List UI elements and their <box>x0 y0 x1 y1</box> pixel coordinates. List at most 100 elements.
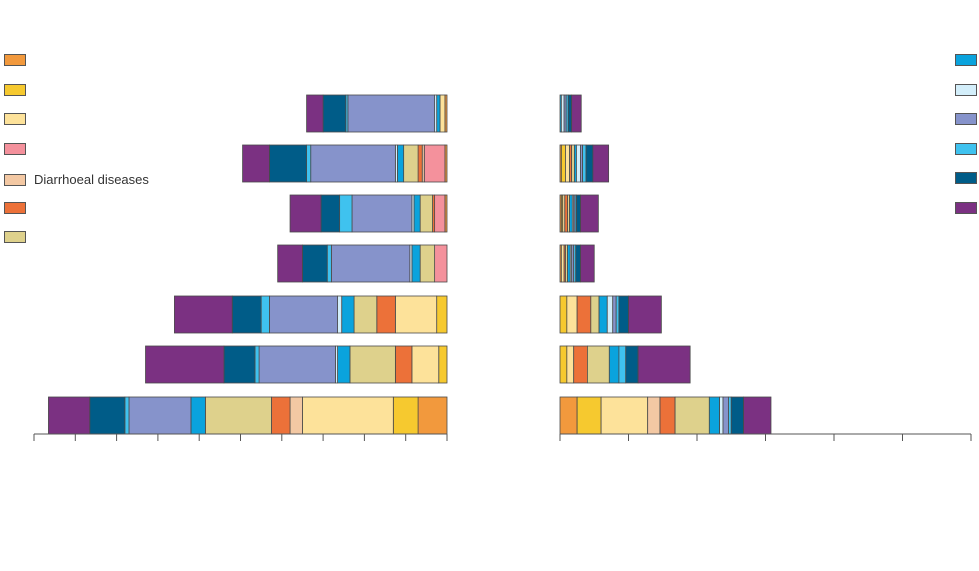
right-bar-2-segment-9 <box>576 194 581 233</box>
right-bar-5-segment-0 <box>559 345 568 384</box>
right-bar-1-segment-2 <box>565 144 570 183</box>
legend-right-swatch-2 <box>955 113 977 125</box>
legend-right-swatch-0 <box>955 54 977 66</box>
left-bar-3-segment-5 <box>326 244 332 283</box>
left-bar-1-segment-1 <box>423 144 446 183</box>
right-bar-6-segment-8 <box>722 396 729 435</box>
right-bar-0-segment-5 <box>571 94 582 133</box>
right-bar-6-segment-5 <box>674 396 710 435</box>
legend-right-item-0 <box>947 54 977 66</box>
right-bar-5-segment-7 <box>637 345 691 384</box>
left-bar-3-segment-1 <box>419 244 436 283</box>
left-bar-2-segment-9 <box>289 194 322 233</box>
left-bar-0-segment-1 <box>439 94 446 133</box>
left-bar-5-segment-0 <box>438 345 448 384</box>
left-bar-1-segment-9 <box>269 144 307 183</box>
left-bar-6-segment-9 <box>89 396 126 435</box>
left-bar-6-segment-5 <box>204 396 272 435</box>
left-bar-0-segment-7 <box>306 94 324 133</box>
right-bar-4-segment-9 <box>628 295 662 334</box>
right-bar-4-segment-5 <box>606 295 614 334</box>
right-bar-1-segment-4 <box>571 144 575 183</box>
right-bar-2-segment-3 <box>564 194 568 233</box>
left-bar-6-segment-6 <box>190 396 206 435</box>
legend-right-swatch-4 <box>955 172 977 184</box>
legend-left-item-1 <box>4 83 34 96</box>
left-bar-4-segment-5 <box>337 295 343 334</box>
right-bar-6-segment-2 <box>600 396 649 435</box>
left-bar-3-segment-2 <box>411 244 421 283</box>
left-bar-6-segment-0 <box>417 396 448 435</box>
legend-left-item-0 <box>4 54 34 66</box>
left-bar-4-segment-1 <box>394 295 438 334</box>
legend-right-item-1 <box>947 83 977 96</box>
legend-left-swatch-4 <box>4 173 26 186</box>
left-bar-1-segment-10 <box>242 144 270 183</box>
left-bar-2-segment-7 <box>339 194 353 233</box>
right-bar-5-segment-2 <box>573 345 588 384</box>
legend-left-item-2 <box>4 113 34 125</box>
right-bar-6-segment-9 <box>728 396 732 435</box>
legend-left-item-4: Diarrhoeal diseases <box>4 172 149 187</box>
right-bar-1-segment-10 <box>592 144 610 183</box>
left-bar-4-segment-6 <box>269 295 338 334</box>
right-bar-1-segment-1 <box>560 144 566 183</box>
left-bar-2-segment-1 <box>434 194 446 233</box>
legend-right-swatch-5 <box>955 201 977 214</box>
legend-right-swatch-3 <box>955 142 977 155</box>
left-bar-4-segment-9 <box>174 295 233 334</box>
legend-left-swatch-3 <box>4 142 26 155</box>
right-bar-4-segment-1 <box>566 295 578 334</box>
right-bar-4-segment-8 <box>618 295 629 334</box>
left-bar-3-segment-0 <box>434 244 448 283</box>
left-bar-6-segment-2 <box>302 396 394 435</box>
legend-left-swatch-0 <box>4 54 26 66</box>
left-bar-2-segment-8 <box>320 194 341 233</box>
left-bar-2-segment-4 <box>413 194 421 233</box>
left-bar-5-segment-8 <box>223 345 256 384</box>
left-bar-0-segment-6 <box>322 94 347 133</box>
right-bar-4-segment-2 <box>576 295 592 334</box>
legend-left-swatch-2 <box>4 113 26 125</box>
legend-right-swatch-1 <box>955 83 977 96</box>
left-bar-4-segment-4 <box>341 295 355 334</box>
right-bar-3-segment-9 <box>580 244 595 283</box>
left-bar-1-segment-7 <box>310 144 396 183</box>
left-bar-4-segment-3 <box>353 295 378 334</box>
left-bar-4-segment-7 <box>260 295 270 334</box>
left-bar-5-segment-7 <box>254 345 260 384</box>
right-bar-6-segment-7 <box>719 396 724 435</box>
legend-left-swatch-1 <box>4 83 26 96</box>
legend-right-item-2 <box>947 113 977 125</box>
right-bar-4-segment-6 <box>612 295 617 334</box>
left-bar-5-segment-4 <box>337 345 351 384</box>
left-bar-0-segment-4 <box>347 94 436 133</box>
right-bar-5-segment-3 <box>587 345 610 384</box>
left-bar-5-segment-6 <box>258 345 336 384</box>
left-bar-2-segment-3 <box>419 194 433 233</box>
right-bar-6-segment-10 <box>730 396 744 435</box>
legend-left-item-3 <box>4 142 34 155</box>
right-bar-1-segment-6 <box>576 144 581 183</box>
right-bar-6-segment-4 <box>659 396 676 435</box>
right-bar-3-segment-8 <box>575 244 581 283</box>
left-bar-6-segment-7 <box>128 396 192 435</box>
left-bar-4-segment-8 <box>231 295 262 334</box>
left-bar-5-segment-2 <box>394 345 413 384</box>
right-bar-4-segment-3 <box>590 295 600 334</box>
left-bar-1-segment-4 <box>403 144 419 183</box>
legend-right-item-5 <box>947 201 977 214</box>
left-bar-6-segment-3 <box>289 396 303 435</box>
right-bar-1-segment-9 <box>585 144 594 183</box>
right-bar-5-segment-6 <box>625 345 639 384</box>
right-bar-4-segment-0 <box>559 295 568 334</box>
right-bar-6-segment-1 <box>576 396 602 435</box>
legend-right-item-4 <box>947 172 977 184</box>
right-bar-6-segment-11 <box>743 396 772 435</box>
right-bar-5-segment-1 <box>566 345 575 384</box>
left-bar-6-segment-4 <box>271 396 291 435</box>
left-bar-1-segment-3 <box>417 144 423 183</box>
left-bar-4-segment-0 <box>436 295 448 334</box>
right-bar-0-segment-1 <box>560 94 565 133</box>
